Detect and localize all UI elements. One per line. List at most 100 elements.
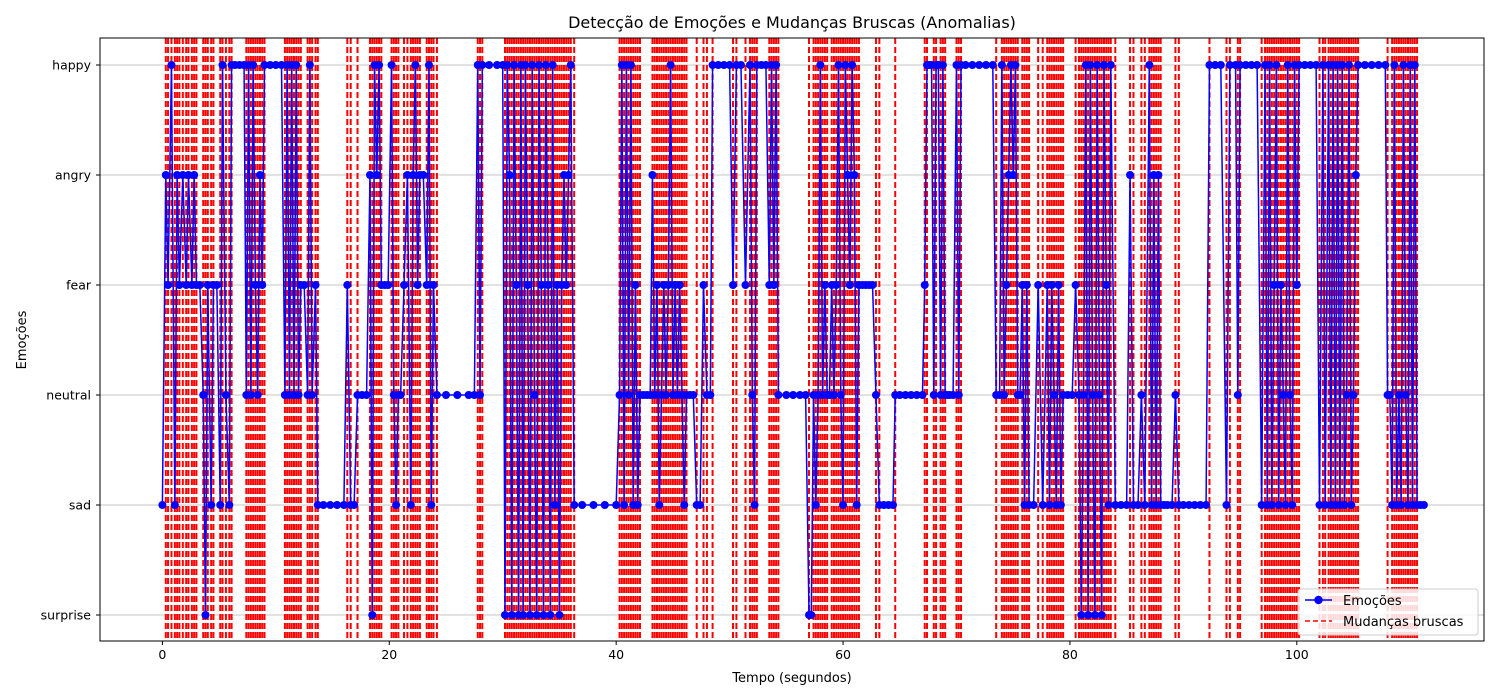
emotion-point-349 <box>1300 61 1309 69</box>
emotion-point-96 <box>478 61 487 69</box>
emotion-point-366 <box>1349 391 1358 399</box>
emotion-point-97 <box>485 61 494 69</box>
emotion-point-341 <box>1279 391 1288 399</box>
emotion-point-48 <box>300 281 309 289</box>
emotion-point-184 <box>761 61 770 69</box>
emotion-point-190 <box>782 391 791 399</box>
emotion-point-221 <box>871 391 880 399</box>
emotion-point-298 <box>1116 501 1125 509</box>
emotion-point-103 <box>507 611 516 619</box>
emotion-point-33 <box>253 391 262 399</box>
emotion-point-80 <box>409 171 418 179</box>
emotion-point-142 <box>631 281 640 289</box>
emotion-point-36 <box>260 61 269 69</box>
emotion-point-277 <box>1056 501 1065 509</box>
emotion-point-352 <box>1315 501 1324 509</box>
emotion-point-17 <box>207 501 216 509</box>
emotion-point-345 <box>1288 501 1297 509</box>
emotion-point-116 <box>537 281 546 289</box>
x-tick-label-100: 100 <box>1285 647 1309 662</box>
emotion-point-38 <box>271 61 280 69</box>
emotion-point-74 <box>392 501 401 509</box>
emotion-point-2 <box>164 281 173 289</box>
emotion-point-19 <box>212 281 221 289</box>
emotion-point-214 <box>850 171 859 179</box>
emotion-point-274 <box>1050 391 1059 399</box>
emotion-point-154 <box>662 391 671 399</box>
emotion-point-304 <box>1140 501 1149 509</box>
emotion-point-105 <box>512 281 521 289</box>
emotion-point-46 <box>294 391 303 399</box>
emotion-point-115 <box>535 61 544 69</box>
emotion-point-71 <box>384 281 393 289</box>
emotion-point-79 <box>406 501 415 509</box>
emotion-point-77 <box>400 281 409 289</box>
emotion-point-68 <box>375 61 384 69</box>
emotion-point-207 <box>834 61 843 69</box>
emotion-point-127 <box>562 281 571 289</box>
emotion-point-124 <box>555 611 564 619</box>
x-tick-label-60: 60 <box>835 647 851 662</box>
emotion-point-118 <box>541 61 550 69</box>
emotion-point-369 <box>1360 61 1369 69</box>
emotion-point-30 <box>246 391 255 399</box>
emotion-point-371 <box>1374 61 1383 69</box>
emotion-point-3 <box>167 61 176 69</box>
emotion-point-120 <box>546 611 555 619</box>
emotion-point-261 <box>1011 61 1020 69</box>
emotion-point-332 <box>1257 501 1266 509</box>
legend-label-emotions: Emoções <box>1343 594 1402 609</box>
emotion-point-174 <box>725 61 734 69</box>
emotion-point-287 <box>1086 61 1095 69</box>
emotion-point-193 <box>801 391 810 399</box>
emotion-point-132 <box>589 501 598 509</box>
emotion-point-90 <box>442 391 450 399</box>
x-tick-label-0: 0 <box>158 647 166 662</box>
emotion-point-197 <box>811 501 820 509</box>
emotion-point-201 <box>820 281 829 289</box>
emotion-point-231 <box>918 391 927 399</box>
emotion-point-303 <box>1137 391 1146 399</box>
emotion-point-347 <box>1292 281 1301 289</box>
emotion-point-316 <box>1179 501 1188 509</box>
emotion-point-227 <box>895 391 904 399</box>
emotion-point-13 <box>195 281 204 289</box>
y-tick-label-angry: angry <box>55 168 92 183</box>
emotion-point-351 <box>1312 61 1321 69</box>
emotion-point-177 <box>736 61 745 69</box>
emotion-point-208 <box>836 391 845 399</box>
emotion-point-168 <box>699 281 708 289</box>
emotion-point-130 <box>570 501 579 509</box>
emotion-point-257 <box>1002 281 1011 289</box>
emotion-point-321 <box>1205 61 1214 69</box>
emotion-point-256 <box>1000 391 1009 399</box>
emotion-point-363 <box>1342 391 1351 399</box>
emotion-point-288 <box>1088 391 1097 399</box>
emotion-point-343 <box>1283 61 1292 69</box>
emotion-point-212 <box>845 281 854 289</box>
emotion-point-92 <box>464 391 473 399</box>
emotion-point-64 <box>365 171 374 179</box>
emotion-point-251 <box>981 61 990 69</box>
emotion-point-323 <box>1216 61 1225 69</box>
x-axis: 0 20 40 60 80 100 <box>158 641 1309 662</box>
emotion-point-302 <box>1134 501 1142 509</box>
emotion-point-376 <box>1390 61 1399 69</box>
emotion-point-31 <box>249 61 258 69</box>
emotion-point-114 <box>532 611 541 619</box>
emotion-point-250 <box>975 61 984 69</box>
emotion-point-113 <box>530 391 539 399</box>
emotion-point-178 <box>741 281 750 289</box>
emotion-point-16 <box>203 281 212 289</box>
emotion-point-324 <box>1222 501 1231 509</box>
emotion-point-11 <box>190 171 199 179</box>
emotion-point-319 <box>1196 501 1205 509</box>
emotion-point-327 <box>1233 391 1242 399</box>
emotion-point-155 <box>664 281 673 289</box>
emotion-point-179 <box>746 61 755 69</box>
emotion-point-187 <box>769 281 778 289</box>
emotion-point-236 <box>929 391 938 399</box>
x-axis-label: Tempo (segundos) <box>731 671 851 686</box>
emotion-point-374 <box>1385 391 1394 399</box>
emotion-point-67 <box>372 171 381 179</box>
